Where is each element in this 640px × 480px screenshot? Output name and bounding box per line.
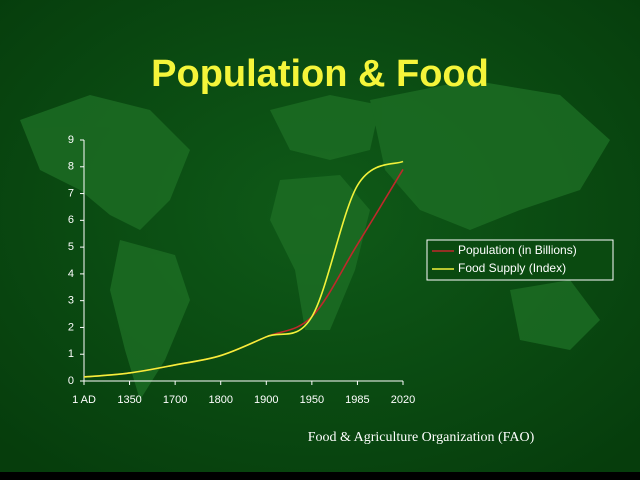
x-tick-label: 1985 xyxy=(345,394,369,406)
bottom-strip xyxy=(0,472,640,480)
series-line xyxy=(83,160,404,378)
y-tick-label: 5 xyxy=(68,241,74,253)
y-tick-label: 2 xyxy=(68,321,74,333)
plot-area: 0 1 2 3 4 5 6 7 8 9 1 AD 1350 1700 1800 1900 1950 1985 20… xyxy=(68,134,614,406)
y-tick-label: 7 xyxy=(68,187,74,199)
world-map xyxy=(20,80,610,400)
y-tick-label: 0 xyxy=(68,375,74,387)
x-tick-label: 2020 xyxy=(391,394,415,406)
chart-title: Population & Food xyxy=(151,53,489,95)
legend-box xyxy=(426,239,614,281)
y-tick-label: 1 xyxy=(68,348,74,360)
x-tick-label: 1900 xyxy=(254,394,278,406)
x-tick-label: 1 AD xyxy=(72,394,96,406)
x-tick-label: 1950 xyxy=(300,394,324,406)
y-tick-label: 4 xyxy=(68,268,74,280)
y-tick-label: 6 xyxy=(68,214,74,226)
x-tick-label: 1800 xyxy=(208,394,232,406)
y-tick-label: 3 xyxy=(68,295,74,307)
legend-label: Population (in Billions) xyxy=(458,243,577,257)
source-note: Food & Agriculture Organization (FAO) xyxy=(308,430,535,445)
x-tick-label: 1350 xyxy=(117,394,141,406)
y-tick-label: 8 xyxy=(68,161,74,173)
legend-label: Food Supply (Index) xyxy=(458,261,566,275)
x-tick-label: 1700 xyxy=(163,394,187,406)
y-tick-label: 9 xyxy=(68,134,74,146)
